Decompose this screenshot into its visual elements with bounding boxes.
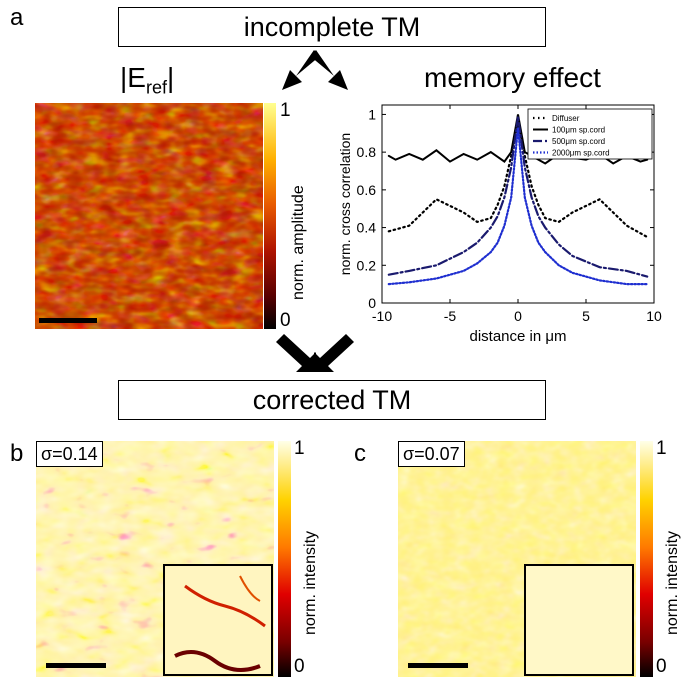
- scale-bar-b: [46, 663, 106, 668]
- legend-entry: 2000μm sp.cord: [552, 149, 610, 158]
- x-tick-label: 0: [514, 308, 522, 324]
- panel-label-a: a: [10, 4, 24, 31]
- colorbar-intensity-b: [278, 441, 291, 677]
- arrow-merge-right-icon: [314, 334, 354, 372]
- series-2000um: [387, 127, 649, 286]
- sigma-c: σ=0.07: [398, 441, 465, 467]
- colorbar-amplitude-label: norm. amplitude: [290, 185, 307, 300]
- eref-label: |Eref|: [120, 62, 175, 98]
- inset-b: [163, 564, 273, 676]
- colorbar-amplitude-max: 1: [280, 100, 291, 121]
- x-tick-label: 10: [646, 308, 662, 324]
- legend-entry: 100μm sp.cord: [552, 126, 605, 135]
- x-tick-label: 5: [582, 308, 590, 324]
- y-tick-label: 0.8: [357, 144, 377, 160]
- memory-effect-chart: -10 -5 0 5 10 0 0.2 0.4 0.6 0.8 1 distance in μm nor…: [337, 104, 662, 345]
- colorbar-b-max: 1: [294, 438, 305, 459]
- series-500um: [387, 116, 649, 278]
- incomplete-tm-box: incomplete TM: [118, 7, 546, 47]
- inset-c: [524, 564, 634, 676]
- arrow-left-icon: [282, 50, 320, 90]
- y-tick-label: 0.4: [357, 220, 377, 236]
- legend-box: [527, 108, 653, 160]
- colorbar-c-label: norm. intensity: [664, 530, 681, 635]
- y-axis-label: norm. cross correlation: [337, 133, 353, 275]
- eref-amplitude-map: [35, 103, 263, 329]
- scale-bar-c: [408, 663, 468, 668]
- x-axis-label: distance in μm: [469, 328, 566, 345]
- legend-entry: Diffuser: [552, 114, 580, 123]
- colorbar-b-label: norm. intensity: [302, 530, 319, 635]
- legend-entry: 500μm sp.cord: [552, 137, 605, 146]
- x-tick-label: -5: [444, 308, 457, 324]
- y-tick-label: 0.6: [357, 182, 377, 198]
- colorbar-amplitude: [264, 103, 276, 329]
- memory-effect-title: memory effect: [424, 62, 601, 93]
- y-tick-label: 0: [368, 295, 376, 311]
- scale-bar-a: [39, 318, 97, 323]
- colorbar-b-min: 0: [294, 656, 305, 677]
- colorbar-amplitude-min: 0: [280, 310, 291, 331]
- y-tick-label: 1: [368, 106, 376, 122]
- sigma-b: σ=0.14: [36, 441, 103, 467]
- y-tick-label: 0.2: [357, 257, 377, 273]
- arrow-right-icon: [310, 50, 348, 90]
- x-tick-label: -10: [372, 308, 392, 324]
- colorbar-intensity-c: [640, 441, 653, 677]
- colorbar-c-min: 0: [656, 656, 667, 677]
- arrow-merge-left-icon: [276, 334, 316, 372]
- panel-label-c: c: [354, 440, 366, 467]
- corrected-tm-box: corrected TM: [118, 380, 546, 420]
- merge-arrows: [276, 334, 354, 372]
- panel-label-b: b: [10, 440, 24, 467]
- split-arrows: [282, 50, 348, 90]
- colorbar-c-max: 1: [656, 438, 667, 459]
